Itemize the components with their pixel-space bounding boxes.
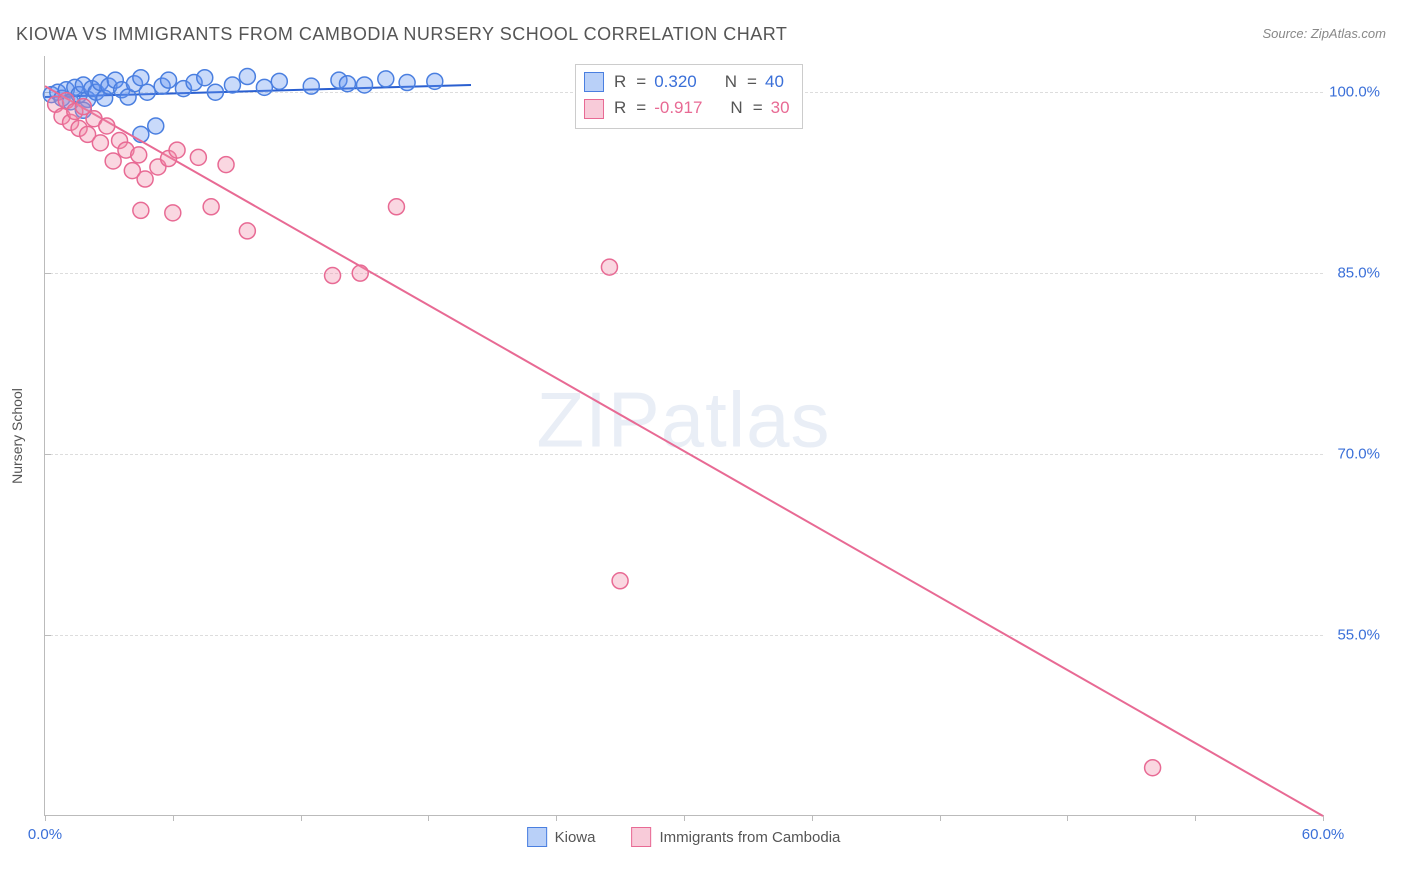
- y-tick-label: 55.0%: [1326, 627, 1380, 644]
- datapoint-kiowa: [139, 84, 155, 100]
- datapoint-cambodia: [131, 147, 147, 163]
- r-label: R: [614, 69, 626, 95]
- datapoint-kiowa: [197, 70, 213, 86]
- chart-container: 100.0%85.0%70.0%55.0% 0.0%60.0% Nursery …: [44, 56, 1382, 830]
- datapoint-kiowa: [239, 69, 255, 85]
- datapoint-kiowa: [207, 84, 223, 100]
- plot-svg: [45, 56, 1323, 816]
- datapoint-cambodia: [105, 153, 121, 169]
- source-attribution: Source: ZipAtlas.com: [1262, 26, 1386, 41]
- source-prefix: Source:: [1262, 26, 1310, 41]
- datapoint-cambodia: [190, 149, 206, 165]
- datapoint-kiowa: [271, 73, 287, 89]
- r-value-cambodia: -0.917: [654, 95, 702, 121]
- legend-item-cambodia: Immigrants from Cambodia: [631, 827, 840, 847]
- datapoint-cambodia: [218, 157, 234, 173]
- datapoint-kiowa: [148, 118, 164, 134]
- plot-area: 100.0%85.0%70.0%55.0% 0.0%60.0% Nursery …: [44, 56, 1322, 816]
- datapoint-cambodia: [169, 142, 185, 158]
- datapoint-kiowa: [224, 77, 240, 93]
- eq-sign: =: [753, 95, 763, 121]
- datapoint-kiowa: [303, 78, 319, 94]
- chart-title: KIOWA VS IMMIGRANTS FROM CAMBODIA NURSER…: [16, 24, 787, 45]
- r-value-kiowa: 0.320: [654, 69, 697, 95]
- datapoint-cambodia: [601, 259, 617, 275]
- n-value-kiowa: 40: [765, 69, 784, 95]
- legend: Kiowa Immigrants from Cambodia: [527, 827, 841, 847]
- eq-sign: =: [747, 69, 757, 95]
- datapoint-kiowa: [378, 71, 394, 87]
- y-tick-label: 100.0%: [1326, 84, 1380, 101]
- datapoint-cambodia: [203, 199, 219, 215]
- datapoint-kiowa: [427, 73, 443, 89]
- datapoint-cambodia: [137, 171, 153, 187]
- stats-row-kiowa: R = 0.320 N = 40: [584, 69, 790, 95]
- datapoint-cambodia: [165, 205, 181, 221]
- x-tick: [1323, 815, 1324, 821]
- datapoint-cambodia: [388, 199, 404, 215]
- datapoint-kiowa: [399, 75, 415, 91]
- legend-swatch-cambodia: [631, 827, 651, 847]
- datapoint-cambodia: [92, 135, 108, 151]
- swatch-cambodia: [584, 99, 604, 119]
- stats-row-cambodia: R = -0.917 N = 30: [584, 95, 790, 121]
- swatch-kiowa: [584, 72, 604, 92]
- x-tick-label: 60.0%: [1302, 826, 1345, 843]
- datapoint-cambodia: [325, 268, 341, 284]
- datapoint-kiowa: [357, 77, 373, 93]
- eq-sign: =: [636, 95, 646, 121]
- stats-box: R = 0.320 N = 40 R = -0.917 N = 30: [575, 64, 803, 129]
- n-label: N: [725, 69, 737, 95]
- n-label: N: [730, 95, 742, 121]
- eq-sign: =: [636, 69, 646, 95]
- legend-item-kiowa: Kiowa: [527, 827, 596, 847]
- legend-label-cambodia: Immigrants from Cambodia: [659, 829, 840, 846]
- datapoint-cambodia: [1145, 760, 1161, 776]
- datapoint-kiowa: [339, 76, 355, 92]
- datapoint-cambodia: [612, 573, 628, 589]
- y-axis-label: Nursery School: [9, 388, 25, 484]
- legend-swatch-kiowa: [527, 827, 547, 847]
- datapoint-kiowa: [256, 79, 272, 95]
- x-tick-label: 0.0%: [28, 826, 62, 843]
- datapoint-cambodia: [133, 202, 149, 218]
- trendline-cambodia: [45, 86, 1323, 816]
- datapoint-cambodia: [352, 265, 368, 281]
- r-label: R: [614, 95, 626, 121]
- y-tick-label: 70.0%: [1326, 446, 1380, 463]
- datapoint-cambodia: [99, 118, 115, 134]
- datapoint-kiowa: [133, 70, 149, 86]
- source-name: ZipAtlas.com: [1311, 26, 1386, 41]
- datapoint-cambodia: [239, 223, 255, 239]
- n-value-cambodia: 30: [771, 95, 790, 121]
- y-tick-label: 85.0%: [1326, 265, 1380, 282]
- legend-label-kiowa: Kiowa: [555, 829, 596, 846]
- datapoint-kiowa: [161, 72, 177, 88]
